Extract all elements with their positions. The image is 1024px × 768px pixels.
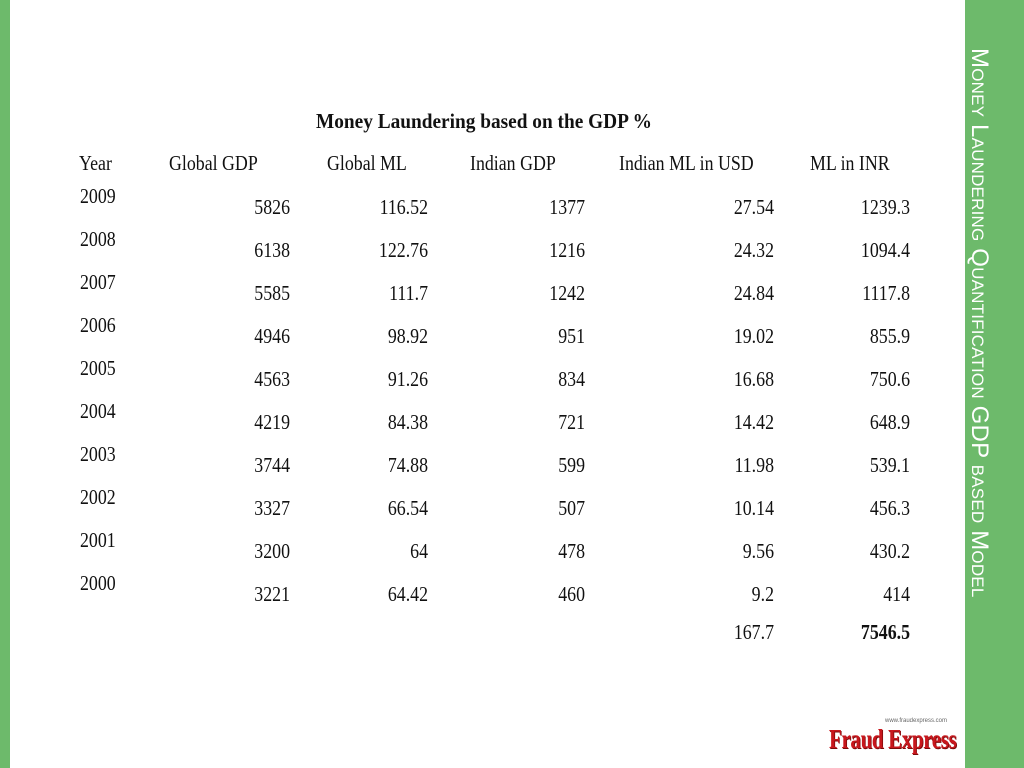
- cell-ml-inr: 430.2: [869, 539, 910, 563]
- side-title-wrap: Money Laundering Quantification GDP base…: [965, 0, 1024, 768]
- cell-global-gdp: 3327: [254, 496, 290, 520]
- cell-indian-ml-usd: 24.84: [733, 281, 774, 305]
- cell-global-ml: 111.7: [389, 281, 428, 305]
- cell-indian-ml-usd: 10.14: [733, 496, 774, 520]
- cell-indian-gdp: 951: [558, 324, 585, 348]
- cell-indian-ml-usd: 9.56: [742, 539, 774, 563]
- cell-indian-gdp: 460: [558, 582, 585, 606]
- cell-global-ml: 122.76: [378, 238, 428, 262]
- cell-ml-inr: 855.9: [869, 324, 910, 348]
- cell-ml-inr: 1117.8: [862, 281, 910, 305]
- cell-ml-inr: 414: [883, 582, 910, 606]
- header-ml-inr: ML in INR: [810, 151, 890, 175]
- fraud-express-logo: www.fraudexpress.com Fraud Express: [829, 718, 963, 760]
- cell-indian-ml-usd: 24.32: [733, 238, 774, 262]
- cell-indian-ml-usd: 11.98: [734, 453, 774, 477]
- cell-global-gdp: 3744: [254, 453, 290, 477]
- cell-year: 2002: [80, 485, 116, 509]
- cell-year: 2006: [80, 313, 116, 337]
- cell-indian-gdp: 1216: [549, 238, 585, 262]
- cell-year: 2001: [80, 528, 116, 552]
- cell-indian-gdp: 834: [558, 367, 585, 391]
- cell-ml-inr: 1239.3: [860, 195, 910, 219]
- cell-indian-ml-usd: 16.68: [733, 367, 774, 391]
- cell-ml-inr: 456.3: [869, 496, 910, 520]
- slide-title: Money Laundering Quantification GDP base…: [966, 48, 993, 598]
- cell-global-gdp: 6138: [254, 238, 290, 262]
- header-year: Year: [79, 151, 112, 175]
- cell-indian-ml-usd: 27.54: [733, 195, 774, 219]
- cell-indian-gdp: 507: [558, 496, 585, 520]
- cell-indian-gdp: 1242: [549, 281, 585, 305]
- cell-global-gdp: 4563: [254, 367, 290, 391]
- cell-year: 2005: [80, 356, 116, 380]
- cell-global-gdp: 3200: [254, 539, 290, 563]
- cell-indian-gdp: 1377: [549, 195, 585, 219]
- cell-indian-ml-usd: 9.2: [751, 582, 774, 606]
- logo-url: www.fraudexpress.com: [885, 718, 948, 724]
- left-accent-stripe: [0, 0, 10, 768]
- cell-year: 2008: [80, 227, 116, 251]
- header-global-gdp: Global GDP: [169, 151, 258, 175]
- header-indian-ml-usd: Indian ML in USD: [619, 151, 754, 175]
- header-indian-gdp: Indian GDP: [470, 151, 556, 175]
- header-global-ml: Global ML: [327, 151, 407, 175]
- cell-global-gdp: 4219: [254, 410, 290, 434]
- cell-indian-ml-usd: 19.02: [733, 324, 774, 348]
- cell-indian-gdp: 721: [558, 410, 585, 434]
- cell-global-ml: 116.52: [379, 195, 428, 219]
- cell-year: 2003: [80, 442, 116, 466]
- cell-global-ml: 84.38: [387, 410, 428, 434]
- total-indian-ml-usd: 167.7: [733, 620, 774, 644]
- cell-global-gdp: 5585: [254, 281, 290, 305]
- cell-global-ml: 98.92: [387, 324, 428, 348]
- cell-year: 2004: [80, 399, 116, 423]
- cell-global-ml: 66.54: [387, 496, 428, 520]
- total-ml-inr: 7546.5: [860, 620, 910, 644]
- cell-ml-inr: 539.1: [869, 453, 910, 477]
- cell-global-ml: 64.42: [387, 582, 428, 606]
- logo-text: Fraud Express: [829, 724, 957, 754]
- cell-indian-gdp: 599: [558, 453, 585, 477]
- cell-indian-ml-usd: 14.42: [733, 410, 774, 434]
- table-title: Money Laundering based on the GDP %: [316, 109, 653, 133]
- cell-ml-inr: 1094.4: [860, 238, 910, 262]
- cell-ml-inr: 750.6: [869, 367, 910, 391]
- cell-global-gdp: 4946: [254, 324, 290, 348]
- cell-global-ml: 91.26: [387, 367, 428, 391]
- side-title-panel: Money Laundering Quantification GDP base…: [965, 0, 1024, 768]
- cell-indian-gdp: 478: [558, 539, 585, 563]
- cell-year: 2009: [80, 184, 116, 208]
- cell-global-ml: 74.88: [387, 453, 428, 477]
- cell-year: 2007: [80, 270, 116, 294]
- cell-global-gdp: 3221: [254, 582, 290, 606]
- cell-ml-inr: 648.9: [869, 410, 910, 434]
- cell-global-gdp: 5826: [254, 195, 290, 219]
- cell-year: 2000: [80, 571, 116, 595]
- cell-global-ml: 64: [410, 539, 428, 563]
